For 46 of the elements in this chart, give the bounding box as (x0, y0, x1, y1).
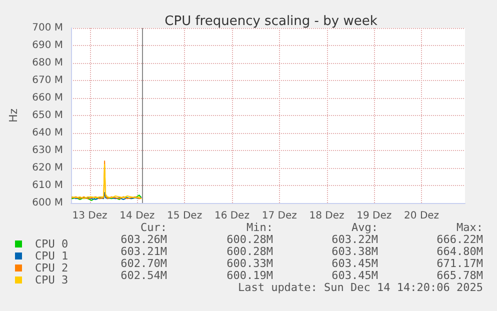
text: Cur: (140, 221, 167, 234)
text: 600.28M (226, 245, 273, 258)
text: Max: (456, 221, 483, 234)
x-tick-label: 17 Dez (262, 210, 297, 222)
text: 603.45M (332, 269, 378, 282)
legend-label: CPU 0 (35, 238, 68, 250)
x-tick-label: 20 Dez (404, 210, 440, 222)
y-tick-label: 620 M (32, 162, 63, 174)
legend-label: CPU 2 (35, 262, 68, 274)
y-axis-title: Hz (7, 108, 20, 123)
x-tick-label: 13 Dez (72, 210, 108, 222)
text: 603.38M (332, 245, 378, 258)
y-tick-label: 690 M (32, 40, 63, 51)
x-tick-label: 15 Dez (167, 210, 202, 222)
text: 603.21M (120, 245, 167, 258)
text: 603.26M (120, 233, 167, 246)
y-tick-label: 650 M (32, 110, 63, 121)
x-tick-label: 18 Dez (309, 210, 344, 222)
y-tick-label: 610 M (32, 180, 63, 191)
y-tick-label: 640 M (32, 128, 63, 138)
text: 600.33M (226, 257, 273, 270)
text: 602.54M (120, 269, 167, 282)
text: 603.22M (332, 233, 378, 246)
y-tick-label: 630 M (32, 145, 63, 156)
x-tick-label: 14 Dez (120, 210, 155, 222)
y-tick-label: 600 M (32, 198, 63, 208)
y-tick-label: 680 M (32, 58, 63, 68)
text: 602.70M (120, 257, 167, 270)
x-tick-label: 19 Dez (356, 210, 392, 222)
text: 665.78M (436, 269, 483, 282)
y-tick-label: 660 M (32, 92, 63, 104)
legend-label: CPU 3 (35, 274, 68, 286)
text: Avg: (352, 221, 378, 234)
text: 600.28M (226, 233, 273, 246)
legend-label: CPU 1 (35, 250, 68, 262)
y-tick-label: 700 M (32, 22, 63, 34)
text: 600.19M (226, 269, 273, 282)
text: 666.22M (436, 233, 483, 246)
text: 603.45M (332, 257, 378, 270)
text: 671.17M (436, 257, 483, 270)
text: Min: (246, 221, 273, 234)
text: 664.80M (436, 245, 483, 258)
chart-title: CPU frequency scaling - by week (164, 14, 378, 29)
y-tick-label: 670 M (32, 75, 63, 86)
text: Last update: Sun Dec 14 14:20:06 2025 (238, 281, 483, 294)
x-tick-label: 16 Dez (214, 210, 250, 222)
